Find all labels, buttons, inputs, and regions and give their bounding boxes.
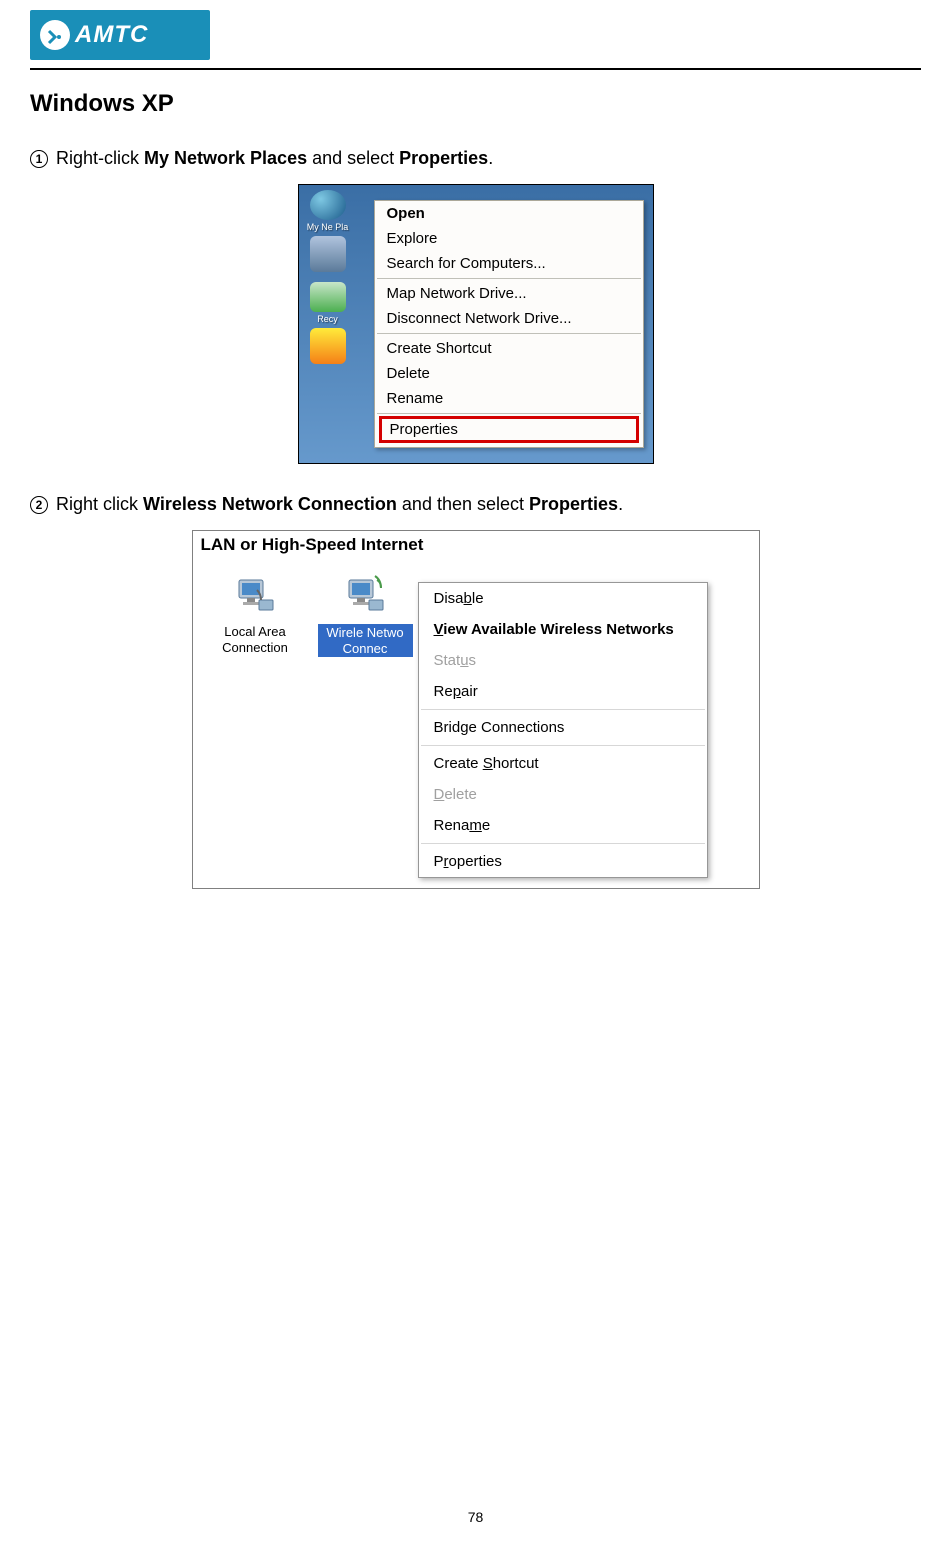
context-menu-1: OpenExploreSearch for Computers... Map Ne… <box>374 200 644 448</box>
menu-item-rename[interactable]: Rename <box>375 386 643 411</box>
menu-separator <box>421 745 705 746</box>
section-title: Windows XP <box>30 90 921 118</box>
logo-text: AMTC <box>75 21 148 49</box>
wireless-icon <box>341 572 389 620</box>
my-network-places-icon[interactable]: My Ne Pla <box>307 190 349 232</box>
recycle-bin-icon[interactable]: Recy <box>307 282 349 324</box>
page-content: Windows XP 1 Right-click My Network Plac… <box>0 70 951 939</box>
menu-item-create-shortcut[interactable]: Create Shortcut <box>375 336 643 361</box>
local-area-connection[interactable]: Local Area Connection <box>208 572 303 655</box>
step-1-number: 1 <box>30 150 48 168</box>
menu-item-disable[interactable]: Disable <box>419 583 707 614</box>
menu-separator <box>421 709 705 710</box>
menu-item-open[interactable]: Open <box>375 201 643 226</box>
desktop-icons-column: My Ne Pla Recy <box>307 190 357 374</box>
menu-separator <box>377 413 641 414</box>
wireless-connection[interactable]: Wirele Netwo Connec <box>318 572 413 657</box>
misc-icon <box>310 328 346 364</box>
lan-icon <box>231 572 279 620</box>
menu-item-disconnect-network-drive-[interactable]: Disconnect Network Drive... <box>375 306 643 331</box>
menu-item-view-available-wireless-networks[interactable]: View Available Wireless Networks <box>419 614 707 645</box>
menu-item-properties[interactable]: Properties <box>419 846 707 877</box>
screenshot-2-container: LAN or High-Speed Internet Local Are <box>30 530 921 889</box>
screenshot-1-container: My Ne Pla Recy OpenExploreSearch for Com… <box>30 184 921 464</box>
step-2-number: 2 <box>30 496 48 514</box>
menu-item-delete[interactable]: Delete <box>375 361 643 386</box>
connections-area: Local Area Connection <box>193 567 759 888</box>
lan-label: Local Area Connection <box>208 624 303 655</box>
screenshot-1: My Ne Pla Recy OpenExploreSearch for Com… <box>298 184 654 464</box>
menu-item-search-for-computers-[interactable]: Search for Computers... <box>375 251 643 276</box>
globe-icon <box>310 190 346 220</box>
computer-icon <box>310 236 346 272</box>
step-1-text: 1 Right-click My Network Places and sele… <box>30 148 921 169</box>
menu-item-rename[interactable]: Rename <box>419 810 707 841</box>
menu-item-bridge-connections[interactable]: Bridge Connections <box>419 712 707 743</box>
step-2-text: 2 Right click Wireless Network Connectio… <box>30 494 921 515</box>
recycle-icon <box>310 282 346 312</box>
menu-item-delete: Delete <box>419 779 707 810</box>
lan-section-header: LAN or High-Speed Internet <box>193 531 759 567</box>
screenshot-2: LAN or High-Speed Internet Local Are <box>192 530 760 889</box>
header-logo-bar: AMTC <box>30 10 210 60</box>
menu-item-status: Status <box>419 645 707 676</box>
menu-item-properties[interactable]: Properties <box>379 416 639 443</box>
menu-separator <box>377 278 641 279</box>
menu-item-repair[interactable]: Repair <box>419 676 707 707</box>
menu-separator <box>421 843 705 844</box>
menu-separator <box>377 333 641 334</box>
menu-item-explore[interactable]: Explore <box>375 226 643 251</box>
desktop-icon-4[interactable] <box>307 328 349 370</box>
wireless-label: Wirele Netwo Connec <box>318 624 413 657</box>
page-number: 78 <box>0 1509 951 1525</box>
desktop-icon-2[interactable] <box>307 236 349 278</box>
context-menu-2: DisableView Available Wireless NetworksS… <box>418 582 708 878</box>
menu-item-map-network-drive-[interactable]: Map Network Drive... <box>375 281 643 306</box>
logo-icon <box>40 20 70 50</box>
menu-item-create-shortcut[interactable]: Create Shortcut <box>419 748 707 779</box>
